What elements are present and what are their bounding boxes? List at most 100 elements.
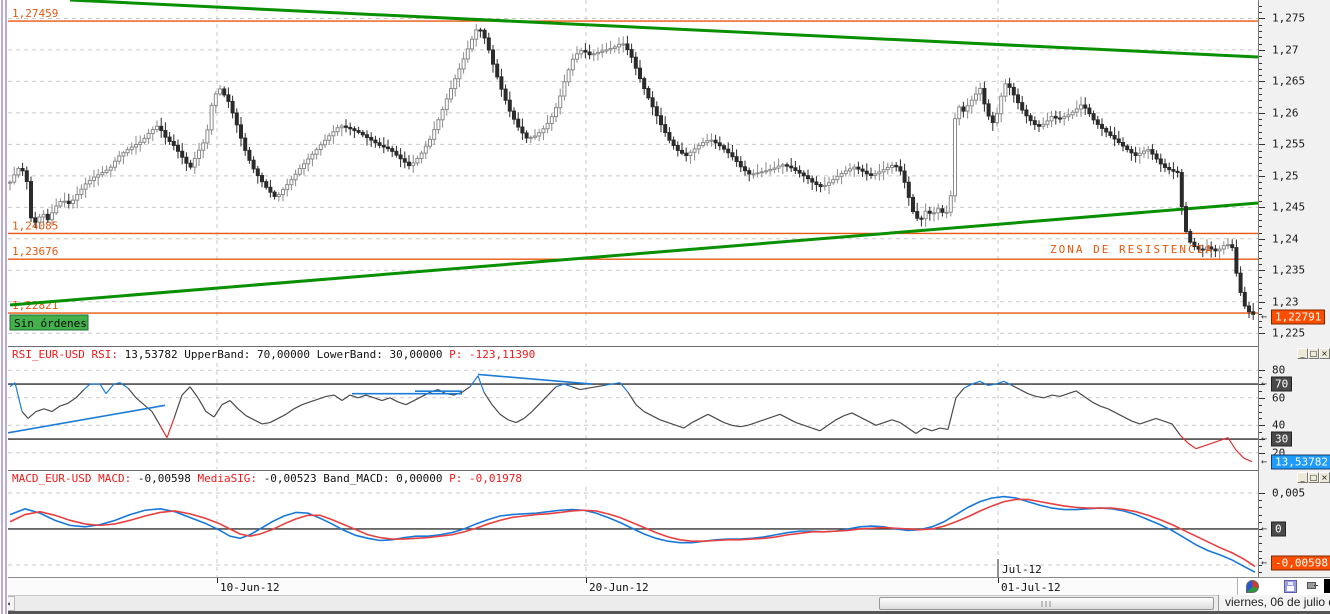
indicator-header-text: -0,00598 bbox=[137, 472, 198, 485]
time-axis-tick bbox=[998, 578, 999, 583]
indicator-header-text: -0,00523 Band_MACD: 0,00000 bbox=[263, 472, 450, 485]
time-axis-label: 01-Jul-12 bbox=[1001, 581, 1061, 594]
axis-tick bbox=[1259, 425, 1265, 427]
axis-tick bbox=[1259, 56, 1262, 58]
axis-label: 1,265 bbox=[1272, 74, 1306, 88]
macd-series-MACD bbox=[9, 495, 1256, 573]
axis-label: 40 bbox=[1272, 418, 1286, 432]
axis-arrow-icon: ← bbox=[1261, 433, 1268, 445]
axis-tick bbox=[1259, 301, 1265, 303]
axis-label: 1,225 bbox=[1272, 326, 1306, 340]
minimize-button[interactable]: _ bbox=[1297, 472, 1308, 483]
axis-arrow-icon: ← bbox=[1261, 523, 1268, 535]
axis-tick bbox=[1259, 536, 1262, 538]
axis-tick bbox=[1259, 270, 1265, 272]
annotations: ZONA DE RESISTENCIA Sin órdenes bbox=[9, 243, 1212, 331]
svg-text:1,23676: 1,23676 bbox=[12, 245, 58, 258]
axis-tick bbox=[1259, 68, 1262, 70]
axis-tick bbox=[1259, 390, 1262, 392]
axis-tick bbox=[1259, 564, 1262, 566]
axis-tick bbox=[1259, 106, 1262, 108]
rsi-value-badge: 13,53782 bbox=[1271, 454, 1330, 470]
axis-tick bbox=[1259, 226, 1262, 228]
axis-tick bbox=[1259, 75, 1262, 77]
time-axis-tick bbox=[217, 578, 218, 583]
axis-tick bbox=[1259, 213, 1262, 215]
axis-tick bbox=[1259, 500, 1262, 502]
current-price-badge: 1,22791 bbox=[1271, 309, 1326, 325]
save-icon[interactable] bbox=[1284, 580, 1297, 593]
rsi-panel[interactable] bbox=[7, 363, 1258, 469]
axis-tick bbox=[1259, 528, 1262, 530]
macd-chart[interactable]: Jul-12 bbox=[8, 487, 1258, 577]
axis-tick bbox=[1259, 507, 1262, 509]
axis-tick bbox=[1259, 295, 1262, 297]
axis-tick bbox=[1259, 263, 1262, 265]
axis-tick bbox=[1259, 232, 1262, 234]
axis-tick bbox=[1259, 572, 1262, 574]
axis-label: 1,26 bbox=[1272, 106, 1299, 120]
axis-tick bbox=[1259, 397, 1265, 399]
axis-tick bbox=[1259, 43, 1262, 45]
maximize-button[interactable]: □ bbox=[1308, 348, 1319, 359]
rsi-band-badge: 70 bbox=[1271, 376, 1293, 392]
horizontal-scrollbar[interactable]: ◄ bbox=[0, 595, 1330, 611]
axis-arrow-icon: ← bbox=[1261, 456, 1268, 468]
axis-tick bbox=[1259, 131, 1262, 133]
axis-arrow-icon: ← bbox=[1261, 311, 1268, 323]
axis-label: 1,27 bbox=[1272, 43, 1299, 57]
axis-tick bbox=[1259, 445, 1262, 447]
scrollbar-thumb[interactable] bbox=[879, 597, 1214, 610]
chart-refresh-icon[interactable] bbox=[1246, 580, 1259, 593]
svg-text:1,27459: 1,27459 bbox=[12, 7, 58, 20]
axis-tick bbox=[1259, 219, 1262, 221]
indicator-header-text: RSI_EUR-USD RSI: bbox=[12, 348, 125, 361]
indicator-header-text: 13,53782 UpperBand: 70,00000 LowerBand: … bbox=[124, 348, 450, 361]
status-bar-date: viernes, 06 de julio de bbox=[1218, 595, 1330, 611]
time-axis-label: 10-Jun-12 bbox=[220, 581, 280, 594]
close-button[interactable]: × bbox=[1319, 472, 1330, 483]
pin-icon[interactable] bbox=[1306, 580, 1318, 593]
axis-tick bbox=[1259, 175, 1265, 177]
maximize-button[interactable]: □ bbox=[1308, 472, 1319, 483]
indicator-header-text: P: -0,01978 bbox=[449, 472, 522, 485]
time-axis: 10-Jun-12 20-Jun-12 01-Jul-12 bbox=[0, 577, 1330, 595]
axis-tick bbox=[1259, 333, 1265, 335]
axis-tick bbox=[1259, 49, 1265, 51]
axis-tick bbox=[1259, 257, 1262, 259]
axis-tick bbox=[1259, 276, 1262, 278]
axis-tick bbox=[1259, 377, 1262, 379]
axis-tick bbox=[1259, 314, 1262, 316]
indicator-header-text: P: -123,11390 bbox=[449, 348, 536, 361]
axis-tick bbox=[1259, 31, 1262, 33]
axis-label: 1,235 bbox=[1272, 263, 1306, 277]
macd-header: MACD_EUR-USD MACD: -0,00598 MediaSIG: -0… bbox=[8, 470, 1258, 486]
axis-arrow-icon: ← bbox=[1261, 557, 1268, 569]
window-bottom-edge bbox=[0, 611, 1330, 614]
axis-tick bbox=[1259, 251, 1262, 253]
rsi-band-badge: 30 bbox=[1271, 431, 1293, 447]
main-chart-panel[interactable]: 1,27459 1,24085 1,23676 1,22821 ZONA DE RESI… bbox=[8, 0, 1259, 345]
axis-tick bbox=[1259, 125, 1262, 127]
close-button[interactable]: × bbox=[1319, 348, 1330, 359]
rsi-header: RSI_EUR-USD RSI: 13,53782 UpperBand: 70,… bbox=[8, 346, 1258, 362]
axis-tick bbox=[1259, 320, 1262, 322]
axis-tick bbox=[1259, 37, 1262, 39]
axis-tick bbox=[1259, 238, 1265, 240]
rsi-chart[interactable] bbox=[7, 363, 1258, 469]
axis-tick bbox=[1259, 245, 1262, 247]
price-axis: 1,275 1,27 1,265 1,26 1,255 1,25 1,245 1,24 1,23… bbox=[1258, 0, 1330, 346]
trend-lines bbox=[9, 0, 1259, 307]
bottom-toolbar bbox=[1237, 577, 1330, 595]
axis-tick bbox=[1259, 370, 1265, 372]
macd-panel[interactable]: Jul-12 bbox=[8, 487, 1258, 577]
axis-tick bbox=[1259, 81, 1265, 83]
black-box-icon bbox=[1324, 579, 1330, 593]
axis-tick bbox=[1259, 201, 1262, 203]
axis-label: 1,25 bbox=[1272, 169, 1299, 183]
minimize-button[interactable]: _ bbox=[1297, 348, 1308, 359]
axis-tick bbox=[1259, 411, 1262, 413]
axis-tick bbox=[1259, 156, 1262, 158]
